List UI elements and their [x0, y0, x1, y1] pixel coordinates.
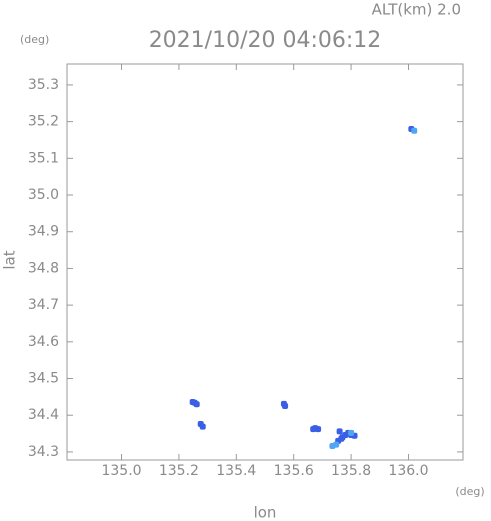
x-unit: (deg): [455, 485, 484, 498]
y-tick-label: 35.3: [28, 77, 59, 93]
x-tick-label: 135.8: [331, 463, 371, 479]
y-tick-label: 34.6: [28, 334, 59, 350]
x-tick-label: 135.4: [216, 463, 256, 479]
echo-point: [348, 429, 355, 436]
plot-frame: [66, 63, 464, 461]
y-tick-label: 35.1: [28, 150, 59, 166]
echo-point: [336, 428, 343, 435]
echo-point: [411, 127, 418, 134]
chart-subtitle: ALT(km) 2.0: [372, 1, 461, 19]
y-tick-label: 34.7: [28, 297, 59, 313]
echo-point: [333, 441, 340, 448]
x-tick-label: 136.0: [388, 463, 428, 479]
x-axis-label: lon: [254, 504, 277, 521]
chart-title: 2021/10/20 04:06:12: [149, 28, 382, 53]
echo-point: [199, 423, 206, 430]
echo-point: [282, 403, 289, 410]
y-unit: (deg): [20, 33, 49, 46]
y-tick-label: 34.5: [28, 371, 59, 387]
y-tick-label: 34.9: [28, 224, 59, 240]
y-tick-label: 34.8: [28, 260, 59, 276]
echo-point: [193, 401, 200, 408]
x-tick-label: 135.6: [274, 463, 314, 479]
y-axis-label: lat: [1, 250, 19, 269]
echo-point: [315, 426, 322, 433]
x-tick-label: 135.0: [101, 463, 141, 479]
y-tick-label: 35.0: [28, 187, 59, 203]
y-tick-label: 35.2: [28, 114, 59, 130]
x-tick-label: 135.2: [159, 463, 199, 479]
y-tick-label: 34.4: [28, 407, 59, 423]
echo-point: [338, 435, 345, 442]
y-tick-label: 34.3: [28, 444, 59, 460]
